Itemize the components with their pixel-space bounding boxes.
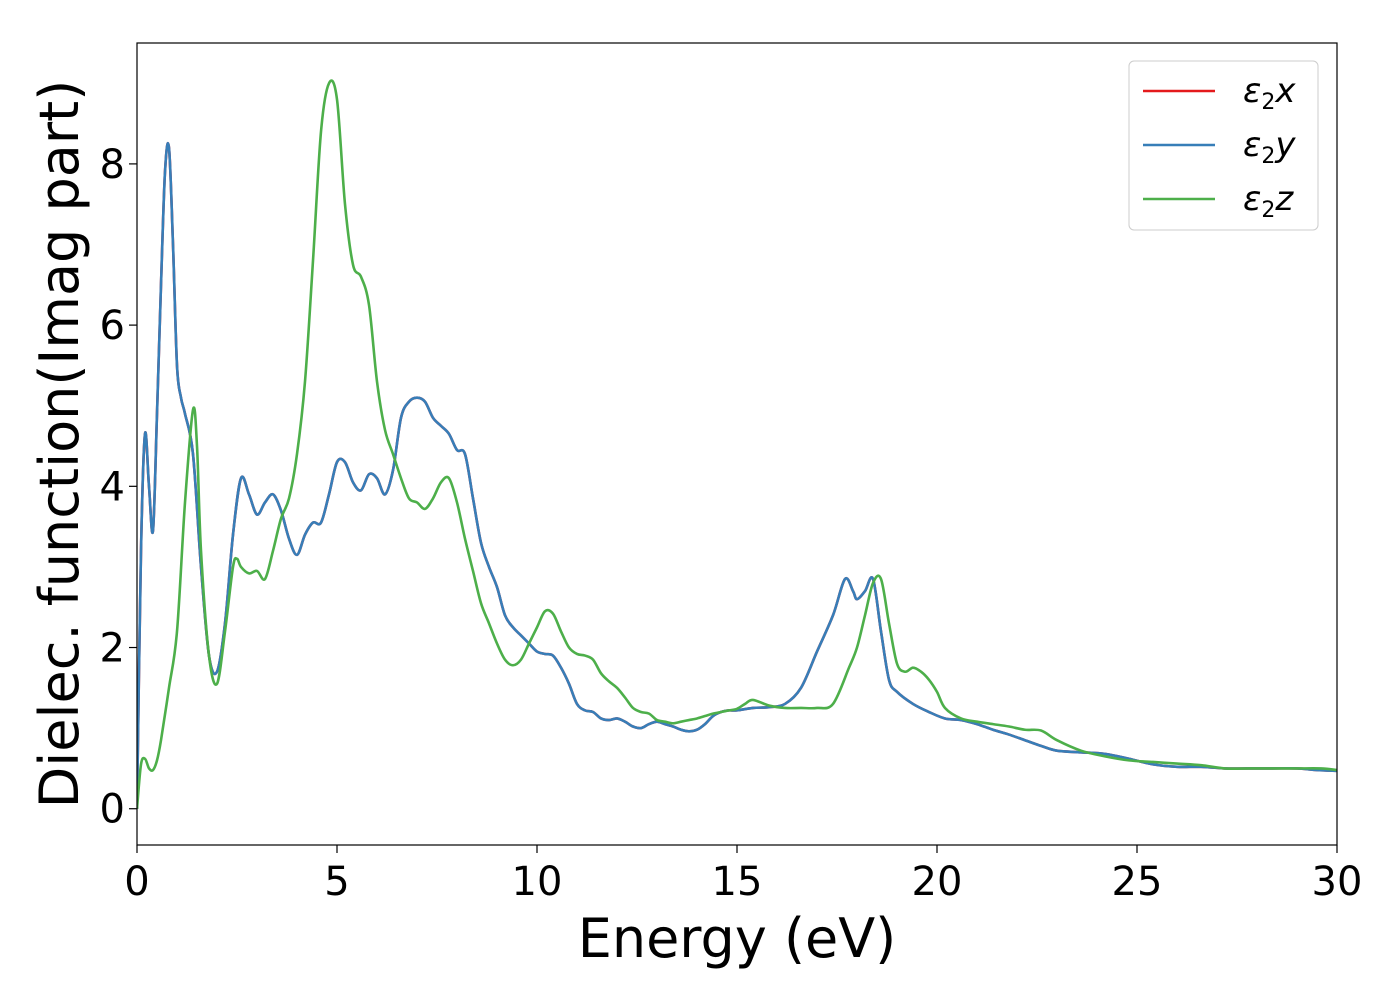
- x-tick-label: 0: [124, 859, 149, 905]
- y-tick-label: 2: [100, 626, 125, 672]
- x-axis-ticks: 0 5 10 15 20 25 30: [124, 845, 1362, 905]
- legend-label-z: ε2z: [1243, 179, 1294, 223]
- series-lines: [137, 79, 1337, 809]
- legend-label-y: ε2y: [1243, 125, 1296, 169]
- y-tick-label: 0: [100, 787, 125, 833]
- x-tick-label: 15: [712, 859, 763, 905]
- x-tick-label: 25: [1112, 859, 1163, 905]
- legend-label-x: ε2x: [1243, 71, 1296, 115]
- x-axis-title: Energy (eV): [578, 907, 897, 970]
- legend-box: [1128, 60, 1319, 231]
- y-axis-title: Dielec. function(Imag part): [28, 80, 91, 809]
- x-tick-label: 10: [512, 859, 563, 905]
- series-line-z: [137, 79, 1337, 809]
- legend: ε2x ε2y ε2z: [1128, 60, 1319, 231]
- x-tick-label: 20: [912, 859, 963, 905]
- x-tick-label: 30: [1312, 859, 1363, 905]
- y-tick-label: 4: [100, 464, 125, 510]
- y-axis-ticks: 0 2 4 6 8: [100, 142, 137, 833]
- y-tick-label: 8: [100, 142, 125, 188]
- x-tick-label: 5: [324, 859, 349, 905]
- y-tick-label: 6: [100, 303, 125, 349]
